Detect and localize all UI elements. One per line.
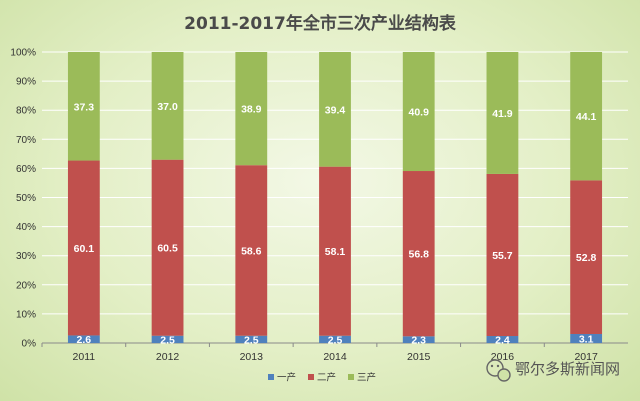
x-tick-label: 2013 xyxy=(240,351,264,363)
y-tick-label: 90% xyxy=(16,77,36,88)
bar-segment xyxy=(486,336,519,343)
bar-segment xyxy=(319,335,351,343)
bars: 2.6 60.1 37.3 2.5 60.5 37.0 2.5 58.6 38.9 2.5 58.1… xyxy=(67,52,603,347)
data-label: 58.1 xyxy=(325,246,346,258)
watermark-text: 鄂尔多斯新闻网 xyxy=(515,360,620,378)
data-label: 38.9 xyxy=(241,104,262,116)
data-label: 2.5 xyxy=(328,334,343,346)
legend-swatch xyxy=(348,374,354,380)
bar-segment xyxy=(151,52,184,160)
bar-segment xyxy=(486,173,519,337)
data-label: 37.0 xyxy=(157,101,178,113)
data-label: 40.9 xyxy=(408,107,429,119)
x-axis-ticks: 2011 2012 2013 2014 2015 2016 2017 xyxy=(41,343,598,363)
bar-segment xyxy=(151,335,184,343)
data-label: 52.8 xyxy=(576,252,597,264)
bar-segment xyxy=(151,159,184,336)
legend-swatch xyxy=(308,374,314,380)
bar-segment xyxy=(402,52,435,172)
y-tick-label: 60% xyxy=(16,164,36,175)
bar-segment xyxy=(570,333,603,343)
data-label: 56.8 xyxy=(408,249,429,261)
y-tick-label: 50% xyxy=(16,193,36,204)
x-tick-label: 2011 xyxy=(73,351,96,363)
bar-segment xyxy=(235,335,268,343)
data-label: 60.1 xyxy=(74,243,95,255)
x-tick-label: 2017 xyxy=(574,351,598,363)
legend-swatch xyxy=(268,374,274,380)
bar-segment xyxy=(402,171,435,337)
x-tick-label: 2014 xyxy=(323,351,347,363)
y-tick-label: 70% xyxy=(16,135,36,146)
x-tick-label: 2012 xyxy=(156,351,180,363)
data-label: 58.6 xyxy=(241,245,262,257)
data-label: 2.5 xyxy=(244,334,259,346)
data-label: 44.1 xyxy=(576,111,597,123)
y-axis-ticks: 0% 10% 20% 30% 40% 50% 60% 70% 80% 90% 100% xyxy=(10,48,36,350)
legend-label: 一产 xyxy=(277,372,296,384)
bar-segment xyxy=(67,160,100,336)
y-tick-label: 0% xyxy=(22,339,37,350)
data-label: 2.6 xyxy=(77,334,92,346)
data-label: 2.4 xyxy=(495,335,510,347)
data-label: 2.3 xyxy=(411,335,426,347)
data-label: 2.5 xyxy=(160,334,175,346)
data-label: 39.4 xyxy=(325,104,346,116)
legend-label: 二产 xyxy=(317,372,336,384)
bar-segment xyxy=(402,336,435,343)
y-tick-label: 80% xyxy=(16,106,36,117)
data-label: 60.5 xyxy=(157,243,178,255)
legend-label: 三产 xyxy=(357,372,376,384)
x-tick-label: 2015 xyxy=(407,351,431,363)
bar-segment xyxy=(570,52,603,181)
y-tick-label: 30% xyxy=(16,251,36,262)
bar-segment xyxy=(67,52,100,161)
bar-segment xyxy=(67,335,100,343)
y-tick-label: 20% xyxy=(16,280,36,291)
bar-segment xyxy=(570,180,603,334)
x-tick-label: 2016 xyxy=(491,351,515,363)
y-tick-label: 40% xyxy=(16,222,36,233)
bar-segment xyxy=(235,165,268,336)
bar-segment xyxy=(319,166,351,336)
chart-title: 2011-2017年全市三次产业结构表 xyxy=(184,13,457,34)
data-label: 3.1 xyxy=(579,333,594,345)
watermark: 鄂尔多斯新闻网 xyxy=(486,359,620,382)
y-tick-label: 10% xyxy=(16,309,36,320)
data-label: 41.9 xyxy=(492,108,513,120)
bar-segment xyxy=(486,52,519,174)
bar-segment xyxy=(235,52,268,166)
data-label: 37.3 xyxy=(74,101,95,113)
wechat-icon xyxy=(486,359,511,382)
data-label: 55.7 xyxy=(492,250,513,262)
legend: 一产 二产 三产 xyxy=(268,372,376,384)
y-tick-label: 100% xyxy=(10,48,36,59)
bar-segment xyxy=(319,52,351,167)
